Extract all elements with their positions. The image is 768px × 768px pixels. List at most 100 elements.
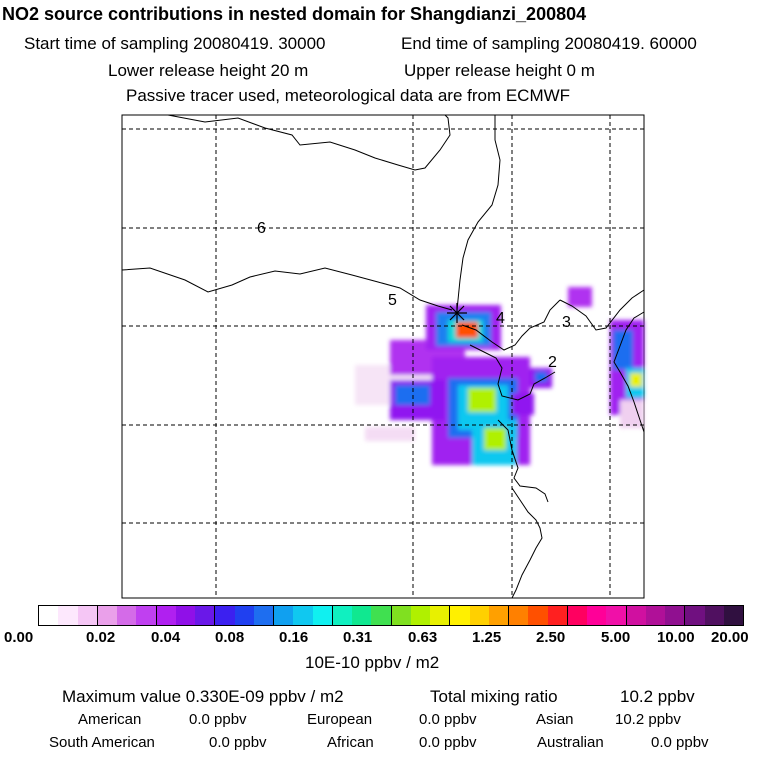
region-label: 4 — [496, 310, 505, 327]
legend-tick: 0.63 — [408, 629, 438, 646]
legend-tick: 0.02 — [86, 629, 116, 646]
south-american-label: South American — [49, 734, 155, 751]
end-time-label: End time of sampling 20080419. 60000 — [401, 34, 697, 53]
legend-swatch — [332, 606, 352, 625]
legend-tick: 5.00 — [601, 629, 631, 646]
lower-release-label: Lower release height 20 m — [108, 61, 309, 80]
region-label: 3 — [562, 314, 571, 331]
legend-swatch — [547, 606, 568, 625]
region-label: 6 — [257, 220, 266, 237]
legend-swatch — [723, 606, 743, 625]
legend-tick: 0.00 — [4, 629, 34, 646]
legend-swatch — [175, 606, 195, 625]
coastline — [613, 311, 645, 433]
legend-swatch — [274, 606, 294, 625]
coastline — [511, 487, 543, 599]
plume-patch — [630, 373, 642, 387]
boundaries — [121, 114, 645, 599]
legend-swatch — [410, 606, 430, 625]
legend-swatch — [77, 606, 98, 625]
european-value: 0.0 ppbv — [419, 711, 477, 728]
legend-swatch — [450, 606, 470, 625]
plume-patch — [365, 427, 415, 441]
legend-swatch — [469, 606, 489, 625]
african-label: African — [327, 734, 374, 751]
legend-swatch — [234, 606, 254, 625]
total-mixing-label: Total mixing ratio — [430, 687, 558, 706]
region-label: 5 — [388, 292, 397, 309]
american-label: American — [78, 711, 142, 728]
legend-swatch — [645, 606, 665, 625]
legend-swatch — [97, 606, 117, 625]
border-line — [121, 267, 453, 311]
australian-label: Australian — [537, 734, 604, 751]
border-line — [456, 115, 501, 311]
legend-swatch — [626, 606, 646, 625]
african-value: 0.0 ppbv — [419, 734, 477, 751]
legend-colorbar — [38, 605, 744, 626]
upper-release-label: Upper release height 0 m — [404, 61, 595, 80]
legend-tick: 0.31 — [343, 629, 373, 646]
tracer-note: Passive tracer used, meteorological data… — [126, 86, 571, 105]
legend-swatch — [430, 606, 451, 625]
map-frame — [121, 114, 645, 599]
australian-value: 0.0 ppbv — [651, 734, 709, 751]
legend-swatch — [352, 606, 372, 625]
legend-swatch — [488, 606, 509, 625]
asian-value: 10.2 ppbv — [615, 711, 681, 728]
legend-swatch — [117, 606, 137, 625]
coastline — [461, 299, 561, 351]
legend-swatch — [58, 606, 78, 625]
region-label: 2 — [548, 354, 557, 371]
plume-patch — [620, 400, 644, 428]
legend-swatch — [371, 606, 392, 625]
legend-swatch — [156, 606, 176, 625]
legend-swatch — [195, 606, 216, 625]
legend-swatch — [253, 606, 274, 625]
legend-swatch — [39, 606, 59, 625]
plume-patch — [613, 330, 633, 370]
concentration-plume — [355, 287, 644, 465]
page-title: NO2 source contributions in nested domai… — [2, 4, 587, 24]
plume-patch — [468, 388, 496, 412]
south-american-value: 0.0 ppbv — [209, 734, 267, 751]
legend-tick: 2.50 — [536, 629, 566, 646]
legend-swatch — [704, 606, 724, 625]
european-label: European — [307, 711, 373, 728]
legend-swatch — [567, 606, 587, 625]
legend-tick: 0.08 — [215, 629, 245, 646]
legend-tick: 10.00 — [657, 629, 695, 646]
coastline — [469, 344, 556, 401]
legend-swatch — [293, 606, 313, 625]
legend-swatch — [312, 606, 333, 625]
legend-units: 10E-10 ppbv / m2 — [305, 653, 440, 672]
coastline — [559, 289, 645, 331]
plume-patch — [535, 372, 547, 382]
legend-swatch — [528, 606, 548, 625]
legend-tick: 1.25 — [472, 629, 502, 646]
legend-swatch — [215, 606, 235, 625]
legend-tick: 20.00 — [711, 629, 749, 646]
legend-swatch — [587, 606, 607, 625]
plume-patch — [512, 393, 534, 415]
coastline — [497, 419, 549, 503]
start-time-label: Start time of sampling 20080419. 30000 — [24, 34, 326, 53]
american-value: 0.0 ppbv — [189, 711, 247, 728]
legend-swatch — [665, 606, 686, 625]
legend-swatch — [606, 606, 627, 625]
legend-tick: 0.04 — [151, 629, 181, 646]
legend-tick: 0.16 — [279, 629, 309, 646]
border-line — [167, 114, 451, 171]
legend-swatch — [136, 606, 157, 625]
legend-swatch — [391, 606, 411, 625]
plume-patch — [484, 428, 506, 450]
legend-swatch — [685, 606, 705, 625]
max-value-label: Maximum value 0.330E-09 ppbv / m2 — [62, 687, 344, 706]
receptor-star-icon — [447, 303, 467, 323]
graticule — [122, 115, 644, 598]
plume-patch — [568, 287, 592, 307]
legend-swatch — [509, 606, 529, 625]
total-mixing-value: 10.2 ppbv — [620, 687, 695, 706]
asian-label: Asian — [536, 711, 574, 728]
